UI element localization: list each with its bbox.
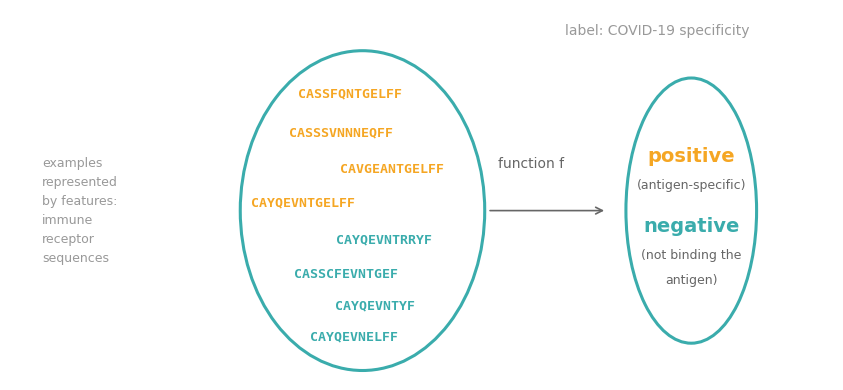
Text: CASSFQNTGELFF: CASSFQNTGELFF <box>298 87 402 100</box>
Text: CAYQEVNTRRYF: CAYQEVNTRRYF <box>336 233 432 246</box>
Text: negative: negative <box>643 217 739 236</box>
Text: CAYQEVNTYF: CAYQEVNTYF <box>336 300 415 313</box>
Text: label: COVID-19 specificity: label: COVID-19 specificity <box>566 24 749 38</box>
Text: positive: positive <box>647 147 735 165</box>
Text: CAYQEVNELFF: CAYQEVNELFF <box>310 331 398 344</box>
Text: antigen): antigen) <box>665 274 717 287</box>
Text: (antigen-specific): (antigen-specific) <box>636 179 746 192</box>
Text: CAYQEVNTGELFF: CAYQEVNTGELFF <box>251 196 356 209</box>
Text: CASSSVNNNEQFF: CASSSVNNNEQFF <box>289 126 394 139</box>
Text: CAVGEANTGELFF: CAVGEANTGELFF <box>340 163 444 176</box>
Text: CASSCFEVNTGEF: CASSCFEVNTGEF <box>293 268 398 282</box>
Text: function f: function f <box>498 157 564 171</box>
Text: examples
represented
by features:
immune
receptor
sequences: examples represented by features: immune… <box>42 157 118 264</box>
Text: (not binding the: (not binding the <box>641 249 742 262</box>
